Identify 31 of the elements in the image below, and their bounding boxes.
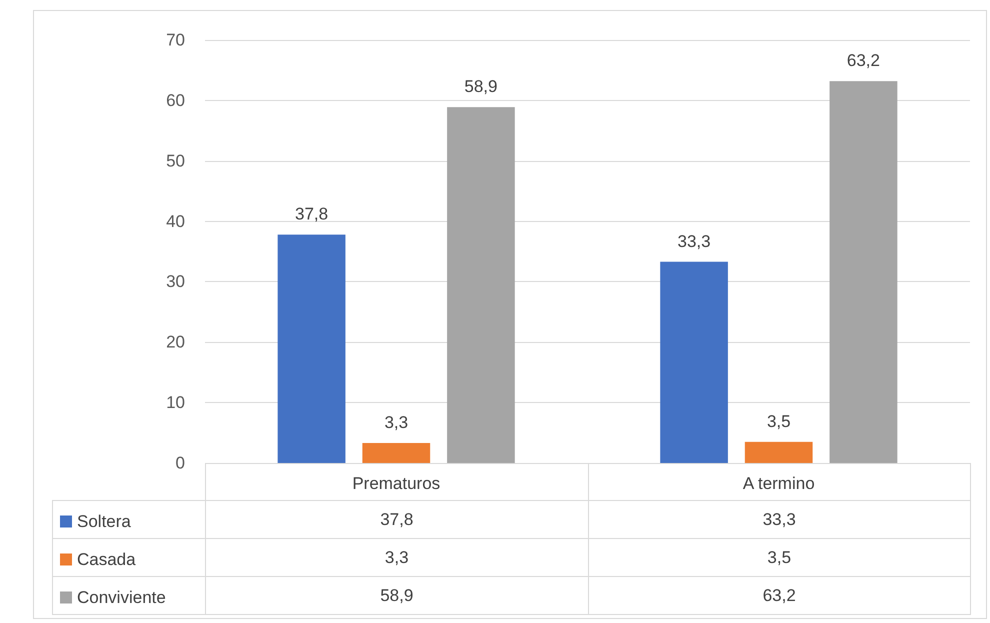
data-label: 33,3 (588, 500, 971, 539)
y-tick-label: 30 (166, 272, 185, 292)
y-tick-label: 60 (166, 90, 185, 110)
data-label: 58,9 (205, 576, 588, 615)
data-label: 3,3 (205, 538, 588, 577)
data-label: 3,5 (588, 538, 971, 577)
bar (447, 107, 515, 463)
y-tick-label: 40 (166, 212, 185, 231)
legend-label: Casada (77, 550, 136, 569)
x-tick-label: Prematuros (352, 474, 440, 493)
text: 3,3 (384, 413, 408, 432)
bar (744, 442, 813, 463)
y-tick-label: 10 (166, 393, 185, 412)
y-tick-label: 0 (176, 454, 185, 472)
data-label: 37,8 (205, 500, 588, 539)
bar (362, 443, 430, 463)
text: 63,2 (846, 51, 880, 70)
legend-label: Soltera (77, 512, 132, 531)
y-tick-label: 50 (166, 151, 185, 170)
y-tick-label: 70 (166, 30, 185, 50)
text: 58,9 (464, 77, 498, 96)
bar (660, 262, 728, 463)
data-label: 63,2 (588, 576, 971, 615)
bar (830, 81, 898, 463)
text: 3,5 (766, 412, 791, 431)
text: 33,3 (678, 232, 711, 251)
text: 37,8 (295, 204, 328, 224)
y-tick-label: 20 (166, 332, 185, 352)
legend-label: Conviviente (77, 588, 166, 607)
x-tick-label: A termino (742, 474, 815, 493)
bar (278, 234, 346, 463)
